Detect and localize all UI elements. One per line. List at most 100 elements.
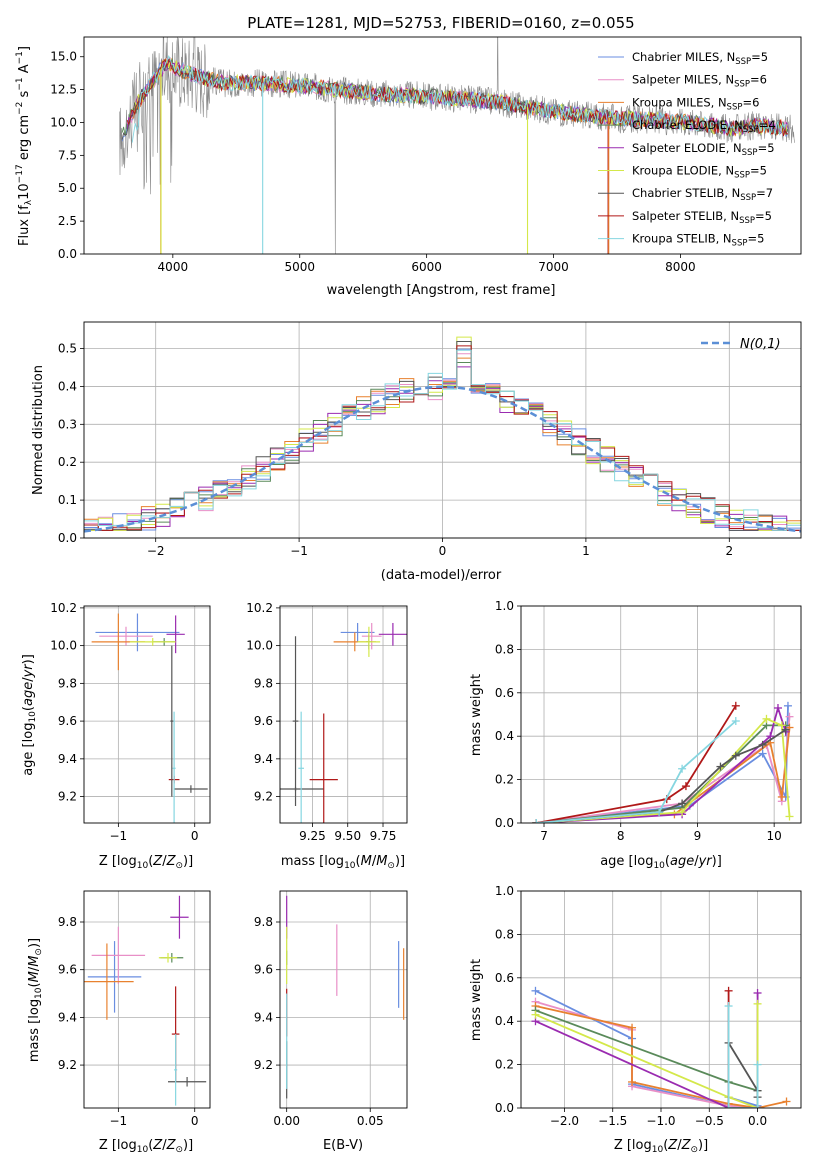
- y-tick-label: 0.0: [495, 1101, 514, 1115]
- legend-count: =5: [751, 50, 768, 64]
- plot-frame: [279, 605, 408, 824]
- legend-subscript: SSP: [734, 171, 750, 181]
- plot-frame: [83, 890, 211, 1109]
- x-tick-label: 5000: [284, 260, 315, 274]
- legend-count: =5: [755, 209, 772, 223]
- x-tick-label: 9.50: [334, 829, 361, 843]
- y-tick-label: 9.8: [254, 676, 273, 690]
- legend-count: =4: [759, 118, 776, 132]
- residuals-plot: −2 −1 0 1 2 0.0 0.1 0.2 0.3 0.4 0.5 N(0,1): [58, 321, 802, 558]
- plot-area: [84, 336, 801, 533]
- y-tick-label: 10.2: [50, 601, 77, 615]
- spectrum-ylabel: Flux [fλ10−17 erg cm−2 s−1 A−1]: [15, 46, 34, 246]
- legend-count: =5: [747, 232, 764, 246]
- spectrum-plot: 4000 5000 6000 7000 8000 0.0 2.5 5.0 7.5 10.0 12.5…: [50, 36, 802, 274]
- x-tick-label: −2: [147, 544, 165, 558]
- legend-count: =6: [742, 95, 759, 109]
- y-tick-label: 0.8: [495, 927, 514, 941]
- legend-label: Salpeter MILES, NSSP=6: [632, 73, 767, 90]
- legend-subscript: SSP: [739, 216, 755, 226]
- y-tick-label: 10.0: [246, 639, 273, 653]
- legend-count: =5: [750, 164, 767, 178]
- y-tick-label: 15.0: [50, 50, 77, 64]
- legend-subscript: SSP: [740, 193, 756, 203]
- y-tick-label: 0.1: [58, 493, 77, 507]
- legend-subscript: SSP: [742, 148, 758, 158]
- y-tick-label: 9.8: [58, 676, 77, 690]
- x-tick-label: −1: [110, 829, 128, 843]
- plot-area: [531, 986, 791, 1108]
- x-tick-label: 9.25: [299, 829, 326, 843]
- y-tick-label: 0.0: [495, 816, 514, 830]
- y-tick-label: 9.8: [58, 915, 77, 929]
- spectrum-title: PLATE=1281, MJD=52753, FIBERID=0160, z=0…: [247, 14, 634, 32]
- age-vs-mass-xlabel: mass [log10(M/M⊙)]: [281, 854, 405, 871]
- plot-frame: [279, 890, 408, 1109]
- y-tick-label: 10.0: [50, 639, 77, 653]
- x-tick-label: −0.5: [695, 1114, 724, 1128]
- y-tick-label: 9.2: [58, 1058, 77, 1072]
- legend-subscript: SSP: [732, 239, 748, 249]
- series-line: [727, 1006, 759, 1108]
- residuals-panel: −2 −1 0 1 2 0.0 0.1 0.2 0.3 0.4 0.5 N(0,1) (data-mo…: [31, 321, 802, 583]
- y-tick-label: 12.5: [50, 83, 77, 97]
- legend-label: Chabrier MILES, NSSP=5: [632, 50, 768, 67]
- x-tick-label: 1: [582, 544, 590, 558]
- x-tick-label: 0: [439, 544, 447, 558]
- x-tick-label: 6000: [411, 260, 442, 274]
- series-line: [536, 720, 737, 823]
- age-vs-Z-ylabel: age [log10(age/yr)]: [21, 654, 38, 776]
- legend-subscript: SSP: [727, 102, 743, 112]
- spectrum-legend: Chabrier MILES, NSSP=5 Salpeter MILES, NS…: [598, 50, 776, 249]
- age-vs-Z-plot: −1 0 9.2 9.4 9.6 9.8 10.0 10.2: [50, 601, 211, 843]
- x-tick-label: 10: [767, 829, 782, 843]
- massweight-vs-age-plot: 7 8 9 10 0.0 0.2 0.4 0.6 0.8 1.0: [495, 599, 802, 843]
- mass-vs-EBV-xlabel: E(B-V): [323, 1138, 363, 1153]
- x-tick-label: −1: [110, 1114, 128, 1128]
- plot-area: [280, 622, 407, 823]
- x-tick-label: 0.0: [748, 1114, 767, 1128]
- age-vs-Z-xlabel: Z [log10(Z/Z⊙)]: [99, 854, 193, 871]
- y-tick-label: 9.2: [254, 790, 273, 804]
- legend-label: Kroupa ELODIE, NSSP=5: [632, 164, 767, 181]
- y-tick-label: 9.2: [254, 1058, 273, 1072]
- y-tick-label: 10.2: [246, 601, 273, 615]
- y-tick-label: 9.6: [254, 714, 273, 728]
- y-tick-label: 0.4: [58, 379, 77, 393]
- legend-count: =5: [758, 141, 775, 155]
- x-tick-label: 9: [694, 829, 702, 843]
- legend-count: =6: [750, 73, 767, 87]
- y-tick-label: 0.6: [495, 686, 514, 700]
- x-tick-label: −1: [290, 544, 308, 558]
- x-tick-label: 7: [540, 829, 548, 843]
- y-tick-label: 9.4: [254, 752, 273, 766]
- y-tick-label: 0.4: [495, 1014, 514, 1028]
- y-tick-label: 1.0: [495, 599, 514, 613]
- y-tick-label: 9.4: [254, 1010, 273, 1024]
- y-tick-label: 9.4: [58, 1010, 77, 1024]
- residuals-ylabel: Normed distribution: [31, 365, 46, 495]
- histogram-step: [84, 349, 801, 531]
- model-line: [131, 55, 788, 143]
- plot-area: [532, 701, 794, 823]
- y-tick-label: 0.3: [58, 417, 77, 431]
- x-tick-label: 2: [725, 544, 733, 558]
- residuals-xlabel: (data-model)/error: [381, 568, 502, 583]
- x-tick-label: 9.75: [370, 829, 397, 843]
- spectrum-panel: PLATE=1281, MJD=52753, FIBERID=0160, z=0…: [15, 14, 802, 298]
- y-tick-label: 10.0: [50, 115, 77, 129]
- x-tick-label: 7000: [538, 260, 569, 274]
- y-tick-label: 9.6: [58, 714, 77, 728]
- plot-area: [84, 895, 207, 1106]
- massweight-vs-age-ylabel: mass weight: [469, 674, 484, 756]
- y-tick-label: 0.2: [58, 455, 77, 469]
- y-tick-label: 9.6: [254, 963, 273, 977]
- legend-label: Chabrier STELIB, NSSP=7: [632, 186, 773, 203]
- massweight-vs-Z-plot: −2.0 −1.5 −1.0 −0.5 0.0 0.0 0.2 0.4 0.6 0.8 1.0: [495, 884, 802, 1128]
- legend-subscript: SSP: [734, 80, 750, 90]
- plot-area: [286, 895, 405, 1099]
- series-line: [536, 705, 737, 823]
- massweight-vs-Z-xlabel: Z [log10(Z/Z⊙)]: [614, 1138, 708, 1155]
